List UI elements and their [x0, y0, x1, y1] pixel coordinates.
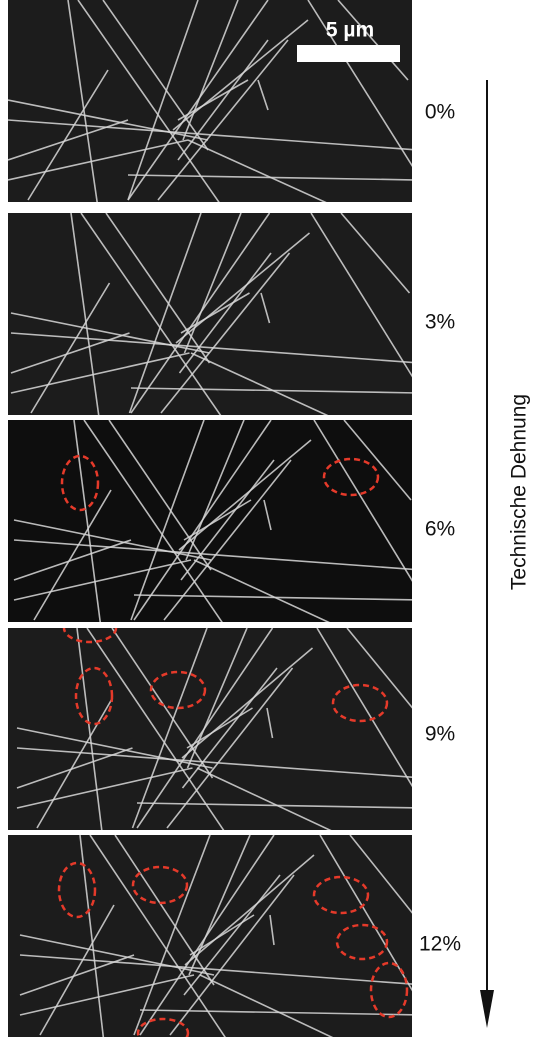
strain-label: 12%	[419, 933, 461, 956]
scale-bar	[297, 45, 400, 62]
axis-label: Technische Dehnung	[508, 394, 531, 590]
sem-panel	[8, 835, 424, 1037]
strain-label: 0%	[425, 101, 455, 124]
sem-panel	[8, 213, 420, 421]
strain-label: 3%	[425, 311, 455, 334]
panel-background	[8, 420, 412, 622]
panel-background	[8, 628, 412, 830]
image-panels	[8, 0, 424, 1037]
sem-panel	[8, 614, 423, 836]
panel-background	[8, 835, 412, 1037]
strain-label: 6%	[425, 518, 455, 541]
arrow-head	[480, 990, 494, 1028]
scale-bar-label: 5 µm	[326, 19, 374, 42]
strain-label: 9%	[425, 723, 455, 746]
sem-panel	[8, 420, 421, 628]
figure: Technische Dehnung 5 µm 0% 3% 6% 9% 12%	[0, 0, 535, 1037]
